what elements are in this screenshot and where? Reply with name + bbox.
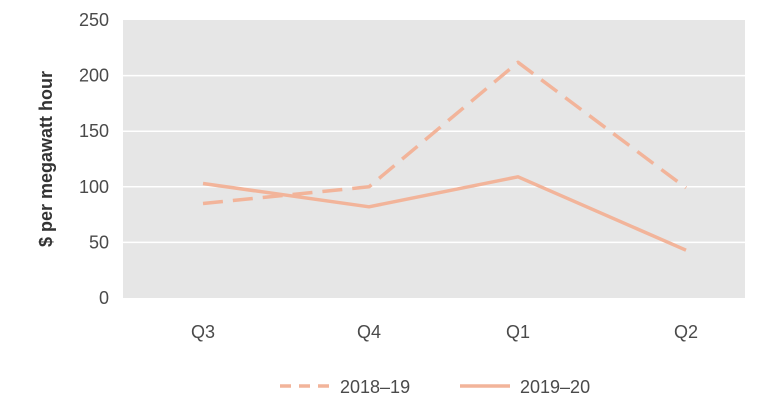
x-tick-label: Q3 [191,322,215,342]
x-tick-label: Q4 [357,322,381,342]
x-tick-label: Q2 [674,322,698,342]
series-lines [202,60,688,252]
y-tick-label: 200 [79,66,109,86]
series-line-1 [202,175,687,252]
legend-label: 2018–19 [340,377,410,397]
series-line-0 [202,60,688,206]
y-tick-label: 250 [79,10,109,30]
x-tick-label: Q1 [506,322,530,342]
y-tick-label: 100 [79,177,109,197]
y-axis-title: $ per megawatt hour [36,71,56,247]
y-tick-label: 50 [89,232,109,252]
plot-area [123,20,745,298]
y-axis-tick-labels: 0 50 100 150 200 250 [79,10,109,308]
y-tick-label: 0 [99,288,109,308]
y-tick-label: 150 [79,121,109,141]
legend-label: 2019–20 [520,377,590,397]
x-axis-tick-labels: Q3 Q4 Q1 Q2 [191,322,698,342]
legend: 2018–19 2019–20 [280,377,590,397]
